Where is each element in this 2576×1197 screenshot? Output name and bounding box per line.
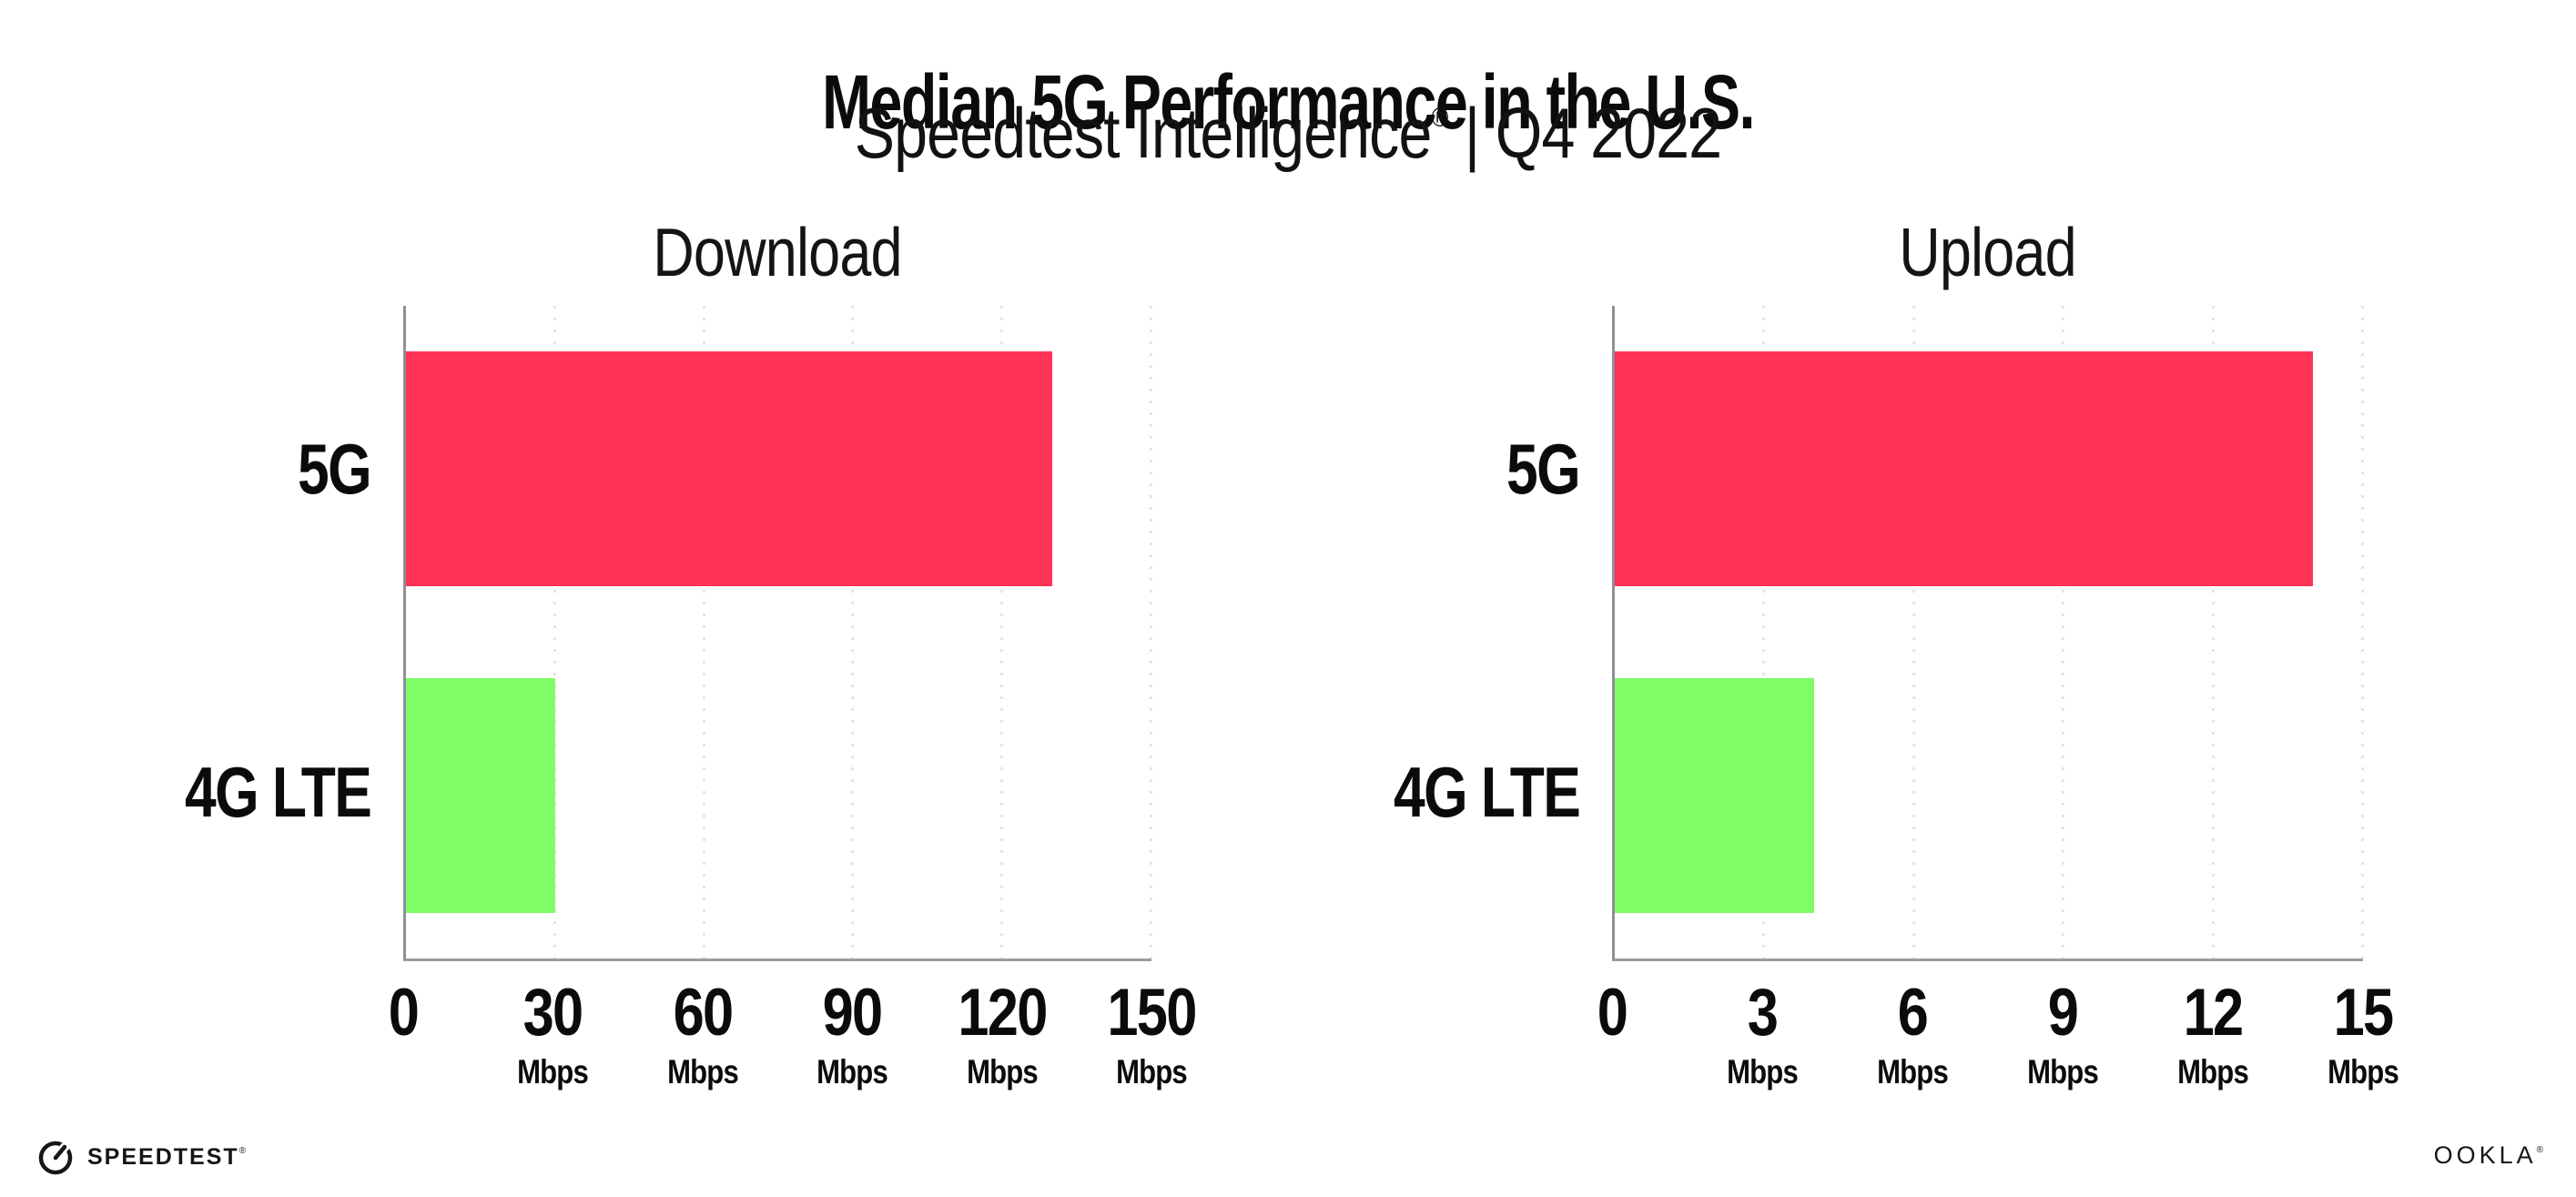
- tick-value-label: 15: [2333, 976, 2395, 1050]
- download-x-axis-ticks: 0 30 Mbps 60 Mbps 90 Mbps 120 Mbps 150 Mbps: [389, 979, 1198, 1125]
- speedtest-gauge-icon: [38, 1141, 73, 1175]
- tick-value-label: 9: [2047, 976, 2079, 1050]
- gridline-9-upload: [2062, 306, 2065, 959]
- tick-unit-label: Mbps: [2328, 1053, 2399, 1090]
- x-tick-90-download: 90 Mbps: [810, 979, 895, 1089]
- bar-5g-upload: [1615, 351, 2314, 587]
- category-label-4g-lte-upload: 4G LTE: [1393, 752, 1581, 832]
- registered-trademark-icon: ®: [1431, 103, 1449, 133]
- tick-unit-label: Mbps: [2177, 1053, 2249, 1090]
- gridline-6-upload: [1912, 306, 1915, 959]
- gridline-90-download: [851, 306, 855, 959]
- gridline-30-download: [553, 306, 556, 959]
- tick-value-label: 120: [957, 976, 1048, 1050]
- download-plot-area: [403, 306, 1152, 961]
- download-chart-title: Download: [653, 214, 902, 290]
- x-tick-120-download: 120 Mbps: [949, 979, 1055, 1089]
- tick-unit-label: Mbps: [666, 1053, 739, 1090]
- tick-value-label: 0: [388, 976, 420, 1050]
- page-title: Median 5G Performance in the U.S.: [822, 59, 1755, 146]
- x-tick-0-download: 0: [386, 979, 421, 1046]
- x-tick-9-upload: 9 Mbps: [2021, 979, 2105, 1089]
- category-label-4g-lte-download: 4G LTE: [184, 752, 372, 832]
- gridline-60-download: [702, 306, 705, 959]
- download-chart: Download 0 30 Mbps 60 Mbps 90 Mbps 120 Mbps 150 Mb…: [185, 214, 1198, 1129]
- x-tick-60-download: 60 Mbps: [660, 979, 745, 1089]
- tick-unit-label: Mbps: [1116, 1053, 1188, 1090]
- x-tick-12-upload: 12 Mbps: [2171, 979, 2256, 1089]
- x-tick-3-upload: 3 Mbps: [1720, 979, 1805, 1089]
- subtitle-period: | Q4 2022: [1448, 93, 1722, 173]
- gridline-150-download: [1150, 306, 1152, 959]
- x-tick-15-upload: 15 Mbps: [2321, 979, 2406, 1089]
- gridline-12-upload: [2211, 306, 2215, 959]
- tick-value-label: 0: [1597, 976, 1628, 1050]
- gridline-15-upload: [2361, 306, 2364, 959]
- x-tick-150-download: 150 Mbps: [1099, 979, 1204, 1089]
- ookla-wordmark: OOKLA: [2433, 1141, 2537, 1169]
- tick-value-label: 30: [522, 976, 584, 1050]
- tick-value-label: 6: [1897, 976, 1929, 1050]
- bar-5g-download: [406, 351, 1052, 587]
- upload-chart-title: Upload: [1899, 214, 2076, 290]
- subtitle-brand: Speedtest Intelligence: [854, 93, 1433, 173]
- speedtest-logo-text: SPEEDTEST®: [87, 1143, 248, 1170]
- tick-unit-label: Mbps: [966, 1053, 1039, 1090]
- bar-4g-lte-download: [406, 677, 555, 913]
- tick-value-label: 3: [1747, 976, 1779, 1050]
- tick-unit-label: Mbps: [1727, 1053, 1799, 1090]
- tick-value-label: 150: [1107, 976, 1197, 1050]
- bar-4g-lte-upload: [1615, 677, 1815, 913]
- tick-unit-label: Mbps: [816, 1053, 888, 1090]
- tick-unit-label: Mbps: [517, 1053, 589, 1090]
- tick-unit-label: Mbps: [2027, 1053, 2099, 1090]
- gridline-3-upload: [1762, 306, 1766, 959]
- category-label-5g-download: 5G: [297, 429, 372, 509]
- tick-unit-label: Mbps: [1877, 1053, 1949, 1090]
- category-label-5g-upload: 5G: [1506, 429, 1581, 509]
- x-tick-0-upload: 0: [1595, 979, 1630, 1046]
- tick-value-label: 60: [673, 976, 734, 1050]
- upload-plot-area: [1612, 306, 2364, 961]
- tick-value-label: 90: [822, 976, 884, 1050]
- speedtest-registered-icon: ®: [238, 1145, 248, 1156]
- x-tick-30-download: 30 Mbps: [511, 979, 595, 1089]
- upload-x-axis-ticks: 0 3 Mbps 6 Mbps 9 Mbps 12 Mbps 15 Mbps: [1597, 979, 2399, 1125]
- page-subtitle: Speedtest Intelligence® | Q4 2022: [193, 93, 2383, 173]
- gridline-120-download: [1000, 306, 1004, 959]
- tick-value-label: 12: [2183, 976, 2245, 1050]
- speedtest-wordmark: SPEEDTEST: [87, 1143, 239, 1170]
- upload-chart: Upload 0 3 Mbps 6 Mbps 9 Mbps 12 Mbps 15 Mbps 5G 4G…: [1394, 214, 2399, 1129]
- ookla-registered-icon: ®: [2536, 1145, 2547, 1155]
- speedtest-logo: SPEEDTEST®: [36, 1138, 248, 1176]
- x-tick-6-upload: 6 Mbps: [1871, 979, 1955, 1089]
- ookla-logo: OOKLA®: [2434, 1143, 2547, 1168]
